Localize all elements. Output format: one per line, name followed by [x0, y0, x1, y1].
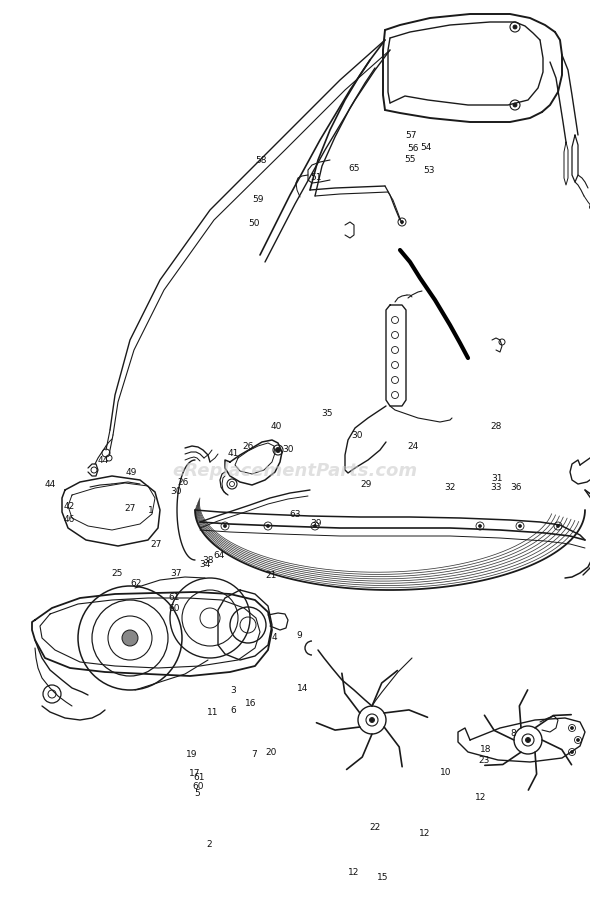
Text: 60: 60 — [168, 604, 180, 613]
Text: 46: 46 — [64, 515, 76, 524]
Text: 34: 34 — [199, 560, 211, 569]
Text: 38: 38 — [202, 556, 214, 565]
Text: 63: 63 — [289, 510, 301, 519]
Text: 21: 21 — [266, 571, 277, 580]
Circle shape — [267, 525, 270, 527]
Circle shape — [513, 25, 517, 29]
Text: 61: 61 — [168, 593, 180, 602]
Text: 10: 10 — [440, 768, 451, 777]
Text: 53: 53 — [424, 165, 435, 175]
Text: 1: 1 — [148, 505, 153, 515]
Text: 60: 60 — [192, 782, 204, 792]
Circle shape — [276, 448, 280, 452]
Text: 28: 28 — [490, 422, 502, 431]
Text: 22: 22 — [369, 823, 381, 832]
Text: 16: 16 — [245, 699, 257, 708]
Circle shape — [478, 525, 481, 527]
Text: 15: 15 — [376, 873, 388, 882]
Text: 44: 44 — [97, 456, 109, 465]
Circle shape — [313, 525, 316, 527]
Text: 36: 36 — [510, 483, 522, 492]
Text: 30: 30 — [170, 487, 182, 496]
Text: 6: 6 — [230, 706, 236, 715]
Text: 61: 61 — [194, 773, 205, 782]
Text: 2: 2 — [206, 840, 212, 849]
Text: 59: 59 — [253, 195, 264, 204]
Text: 11: 11 — [206, 707, 218, 717]
Text: 44: 44 — [44, 480, 56, 489]
Text: 9: 9 — [297, 631, 303, 640]
Text: 14: 14 — [297, 684, 309, 693]
Circle shape — [369, 717, 375, 722]
Text: 18: 18 — [480, 745, 491, 754]
Circle shape — [526, 738, 530, 742]
Text: 19: 19 — [186, 749, 198, 759]
Circle shape — [519, 525, 522, 527]
Text: 64: 64 — [214, 551, 225, 560]
Text: 3: 3 — [230, 686, 236, 696]
Text: 12: 12 — [348, 868, 360, 877]
Text: 57: 57 — [405, 131, 417, 140]
Text: 25: 25 — [111, 569, 123, 579]
Text: 26: 26 — [242, 441, 254, 451]
Text: 30: 30 — [282, 445, 294, 454]
Text: 32: 32 — [444, 483, 455, 492]
Text: 49: 49 — [125, 468, 137, 477]
Circle shape — [224, 525, 227, 527]
Text: 40: 40 — [270, 422, 282, 431]
Text: 27: 27 — [150, 540, 162, 549]
Text: 31: 31 — [491, 474, 503, 484]
Text: 41: 41 — [227, 449, 239, 458]
Circle shape — [556, 525, 559, 527]
Text: 7: 7 — [251, 750, 257, 760]
Text: 54: 54 — [420, 143, 432, 152]
Text: 23: 23 — [478, 756, 490, 765]
Text: 17: 17 — [189, 769, 201, 778]
Text: 4: 4 — [271, 633, 277, 643]
Text: eReplacementParts.com: eReplacementParts.com — [172, 462, 418, 480]
Text: 50: 50 — [248, 218, 260, 228]
Circle shape — [401, 220, 404, 224]
Text: 33: 33 — [490, 483, 502, 492]
Text: 51: 51 — [310, 173, 322, 182]
Circle shape — [576, 739, 579, 741]
Text: 26: 26 — [177, 478, 189, 487]
Text: 27: 27 — [124, 504, 136, 513]
Text: 55: 55 — [404, 155, 416, 165]
Circle shape — [571, 727, 573, 729]
Text: 42: 42 — [64, 502, 76, 511]
Text: 20: 20 — [266, 748, 277, 757]
Text: 30: 30 — [351, 431, 363, 441]
Circle shape — [571, 750, 573, 753]
Text: 8: 8 — [510, 728, 516, 738]
Text: 29: 29 — [360, 480, 372, 489]
Text: 39: 39 — [310, 519, 322, 528]
Text: 35: 35 — [322, 409, 333, 418]
Text: 62: 62 — [130, 579, 142, 588]
Text: 5: 5 — [195, 789, 201, 798]
Text: 37: 37 — [170, 569, 182, 578]
Circle shape — [122, 630, 138, 646]
Circle shape — [513, 103, 517, 107]
Text: 12: 12 — [419, 829, 431, 838]
Text: 56: 56 — [407, 143, 419, 153]
Text: 65: 65 — [348, 164, 360, 173]
Text: 58: 58 — [255, 156, 267, 165]
Text: 12: 12 — [475, 792, 487, 802]
Text: 24: 24 — [407, 441, 419, 451]
